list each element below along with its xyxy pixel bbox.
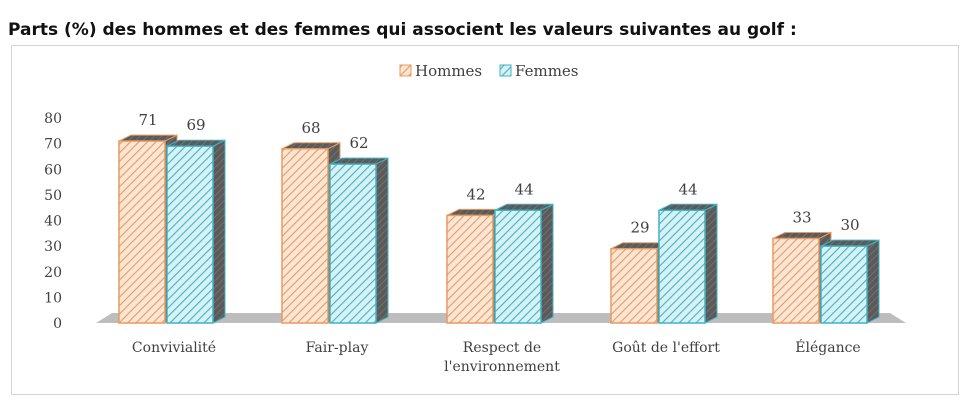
x-tick-label: Élégance [795,338,860,356]
bar-femmes-0: 69 [166,116,226,324]
bar-femmes-1: 62 [329,134,389,324]
bar-front-face [166,145,214,324]
bar-femmes-2: 44 [494,180,554,324]
bar-side-face [212,139,226,324]
bar-femmes-3: 44 [658,180,718,324]
data-label-hommes: 68 [301,119,320,137]
legend-swatch-hommes [399,64,412,77]
bar-front-face [329,163,377,324]
data-label-hommes: 42 [466,185,485,203]
y-tick-label: 40 [44,214,62,230]
bar-front-face [281,148,329,324]
data-label-femmes: 30 [840,216,859,234]
y-tick-label: 80 [44,111,62,127]
x-axis: Convivialité Fair-play Respect de l'environ… [132,338,861,375]
bar-femmes-4: 30 [820,216,880,324]
bar-front-face [118,140,166,324]
x-tick-label: Goût de l'effort [612,340,720,356]
legend-item-hommes: Hommes [399,62,482,80]
bar-front-face [446,214,494,324]
x-tick-label: Convivialité [132,340,216,356]
bar-front-face [772,237,820,324]
legend-label-femmes: Femmes [515,62,579,80]
data-label-hommes: 33 [792,208,811,226]
data-label-hommes: 71 [138,111,157,129]
data-label-femmes: 44 [514,180,533,198]
data-label-femmes: 44 [678,180,697,198]
y-axis: 0 10 20 30 40 50 60 70 80 [44,111,62,332]
bar-side-face [540,203,554,324]
bar-front-face [494,209,542,324]
x-tick-label: Fair-play [306,340,369,356]
data-label-femmes: 69 [186,116,205,134]
chart-title: Parts (%) des hommes et des femmes qui a… [8,20,797,40]
x-tick-label: Respect de l'environnement [444,340,560,375]
legend-item-femmes: Femmes [499,62,579,80]
data-label-hommes: 29 [630,219,649,237]
bar-front-face [610,247,658,324]
y-tick-label: 0 [53,316,62,332]
y-tick-label: 30 [44,239,62,255]
bar-front-face [820,245,868,324]
y-tick-label: 60 [44,162,62,178]
legend-swatch-femmes [499,64,512,77]
legend: Hommes Femmes [399,62,579,80]
y-tick-label: 70 [44,137,62,153]
y-tick-label: 20 [44,265,62,281]
bars: 71 69 68 62 42 44 29 44 33 30 [118,111,880,324]
y-tick-label: 10 [44,290,62,306]
bar-side-face [375,157,389,324]
data-label-femmes: 62 [349,134,368,152]
bar-front-face [658,209,706,324]
bar-side-face [866,239,880,324]
y-tick-label: 50 [44,188,62,204]
bar-side-face [704,203,718,324]
legend-label-hommes: Hommes [415,62,482,80]
